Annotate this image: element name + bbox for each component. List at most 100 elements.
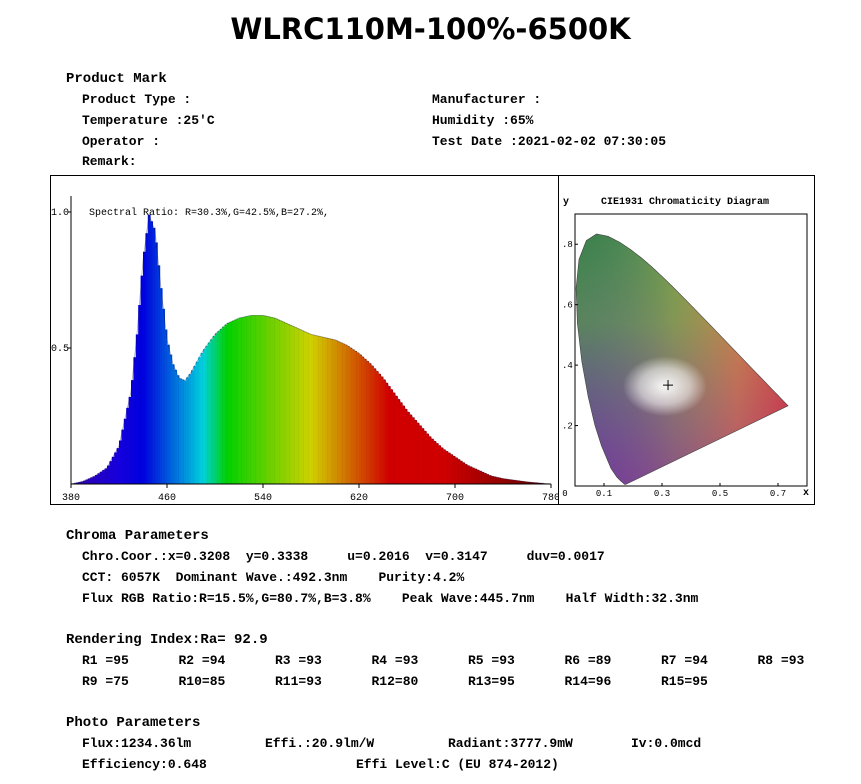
operator-label: Operator : <box>82 134 161 149</box>
spectrum-bar <box>267 316 271 484</box>
spectrum-bar <box>486 474 489 484</box>
spectrum-bar <box>474 468 477 484</box>
spectrum-bar <box>164 329 168 484</box>
rendering-index-item: R12=80 <box>371 674 419 689</box>
spectrum-x-tick-label: 620 <box>350 493 368 504</box>
cie-x-tick-label: 0 <box>562 489 567 499</box>
spectrum-bar <box>303 331 307 484</box>
spectrum-bar <box>147 214 151 484</box>
spectrum-bar <box>99 471 103 484</box>
spectrum-bar <box>371 365 374 484</box>
humidity-label: Humidity :65% <box>432 113 534 128</box>
spectrum-bar <box>75 482 79 484</box>
rendering-heading: Rendering Index:Ra= 92.9 <box>66 632 268 648</box>
spectrum-bar <box>380 376 384 484</box>
rendering-index-item: R1 =95 <box>82 653 129 668</box>
chroma-line-3: Flux RGB Ratio:R=15.5%,G=80.7%,B=3.8% Pe… <box>82 591 699 606</box>
spectrum-bar <box>126 407 129 484</box>
spectrum-ticks: 380 460 540 620 700 780 1.0 0.5 <box>51 208 560 504</box>
spectrum-bar <box>447 452 451 484</box>
spectrum-bar <box>282 321 285 484</box>
spectrum-bar <box>481 472 485 484</box>
spectrum-bar <box>515 480 518 484</box>
spectrum-y-tick-label: 1.0 <box>51 208 69 219</box>
spectrum-bar <box>507 479 511 484</box>
spectrum-bar <box>332 339 336 484</box>
spectrum-bar <box>323 337 326 484</box>
spectrum-bar <box>517 480 521 484</box>
spectrum-bar <box>265 316 269 484</box>
spectrum-bar <box>155 242 158 484</box>
photo-efficiency: Efficiency:0.648 <box>82 757 207 772</box>
spectrum-bar <box>248 315 252 484</box>
spectrum-bar <box>306 332 309 484</box>
spectrum-bar <box>522 481 525 484</box>
cie-chart: y CIE1931 Chromaticity Diagram 0 0.1 0.3 0.… <box>562 196 809 499</box>
photo-effi: Effi.:20.9lm/W <box>265 736 375 751</box>
chroma-line-1: Chro.Coor.:x=0.3208 y=0.3338 u=0.2016 v=… <box>82 549 605 564</box>
spectrum-bar <box>133 357 137 484</box>
spectrum-bar <box>200 352 204 484</box>
spectrum-bar <box>277 319 281 484</box>
spectrum-bar <box>469 466 473 484</box>
spectrum-bar <box>327 338 331 484</box>
spectrum-bar <box>428 436 432 484</box>
spectrum-bar <box>450 454 453 484</box>
spectrum-bar <box>325 337 329 484</box>
spectrum-bar <box>114 452 117 484</box>
cie-title: CIE1931 Chromaticity Diagram <box>601 196 769 208</box>
spectrum-bar <box>140 275 144 484</box>
spectrum-bar <box>275 318 278 484</box>
spectrum-bar <box>224 324 228 484</box>
spectrum-bar <box>104 468 108 484</box>
spectrum-bar <box>433 441 437 484</box>
spectrum-bar <box>519 481 523 484</box>
photo-effi-level: Effi Level:C (EU 874-2012) <box>356 757 559 772</box>
spectrum-bar <box>263 315 266 484</box>
cie-x-tick-label: 0.1 <box>596 489 612 499</box>
spectrum-bar <box>462 462 465 484</box>
cie-plot-frame <box>574 213 808 487</box>
rendering-index-item: R15=95 <box>661 674 708 689</box>
spectrum-bar <box>464 464 468 484</box>
test-date-label: Test Date :2021-02-02 07:30:05 <box>432 134 667 149</box>
spectrum-bar <box>210 339 213 484</box>
cie-y-tick-label: .8 <box>562 240 573 250</box>
spectrum-bar <box>234 319 237 484</box>
spectrum-bar <box>366 361 369 484</box>
spectrum-bar <box>318 336 321 484</box>
cie-y-label: y <box>563 197 569 208</box>
spectrum-bar <box>315 335 319 484</box>
spectrum-bar <box>87 478 91 484</box>
photo-radiant: Radiant:3777.9mW <box>448 736 573 751</box>
spectrum-bar <box>83 480 86 484</box>
spectrum-bar <box>150 221 153 485</box>
spectrum-bar <box>378 373 381 484</box>
spectrum-bar <box>409 414 413 484</box>
spectrum-bar <box>500 478 504 484</box>
photo-heading: Photo Parameters <box>66 715 201 731</box>
spectrum-y-tick-label: 0.5 <box>51 344 69 355</box>
spectrum-x-tick-label: 380 <box>62 493 80 504</box>
spectrum-bar <box>399 402 403 484</box>
spectrum-bar <box>167 344 170 484</box>
spectrum-bar <box>301 330 305 484</box>
spectrum-bar <box>404 408 408 484</box>
photo-flux: Flux:1234.36lm <box>82 736 192 751</box>
spectrum-bar <box>452 455 456 484</box>
spectrum-bar <box>203 349 206 484</box>
rendering-index-item: R13=95 <box>468 674 515 689</box>
spectrum-bar <box>363 358 367 484</box>
spectrum-x-tick-label: 780 <box>542 493 558 504</box>
cie-ticks: 0 0.1 0.3 0.5 0.7 .8 .6 .4 .2 <box>562 240 786 499</box>
spectrum-bar <box>438 445 441 484</box>
spectrum-bar <box>135 334 139 484</box>
spectrum-bar <box>337 341 341 484</box>
spectrum-x-tick-label: 700 <box>446 493 464 504</box>
spectrum-bar <box>471 467 475 484</box>
spectrum-bar <box>390 389 393 484</box>
spectrum-bar <box>157 265 161 484</box>
spectrum-bar <box>335 340 338 484</box>
spectrum-bar <box>284 322 288 484</box>
spectrum-bar <box>426 433 429 484</box>
